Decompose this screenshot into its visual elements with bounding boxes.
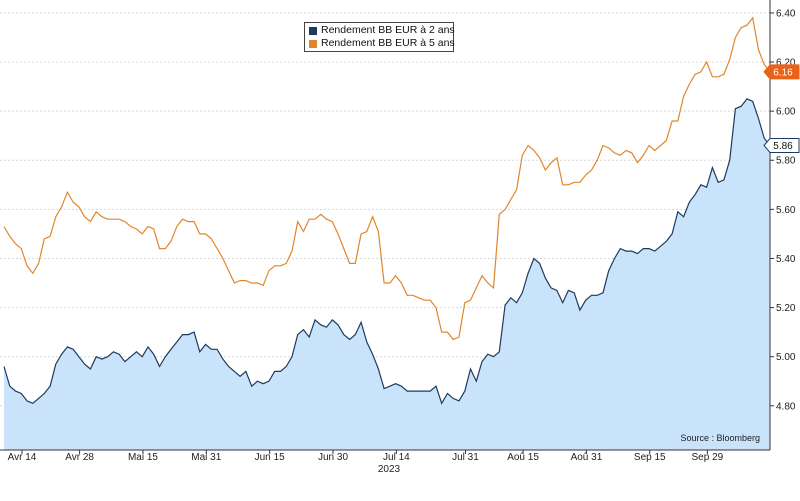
last-value-label-5y: 6.16 — [773, 67, 793, 78]
legend: Rendement BB EUR à 2 ans Rendement BB EU… — [304, 22, 455, 52]
y-tick-label: 5.00 — [776, 352, 796, 363]
x-tick-label: Mai 31 — [191, 452, 221, 463]
last-value-label-2y: 5.86 — [773, 141, 793, 152]
area-fill-2y — [4, 98, 770, 451]
x-tick-label: Mai 15 — [128, 452, 158, 463]
y-tick-label: 6.40 — [776, 8, 796, 19]
series-line-5y — [3, 16, 771, 341]
y-tick-label: 6.20 — [776, 58, 796, 69]
last-value-badge-5y — [763, 64, 800, 80]
legend-swatch-2y — [309, 26, 317, 35]
x-tick-label: Jul 31 — [452, 452, 479, 463]
legend-swatch-5y — [309, 39, 317, 48]
x-tick-label: Jun 30 — [318, 452, 348, 463]
legend-label-2y: Rendement BB EUR à 2 ans — [321, 24, 455, 36]
x-tick-label: Aoû 15 — [507, 452, 539, 463]
x-tick-label: Avr 14 — [8, 452, 37, 463]
last-value-badge-2y — [763, 138, 800, 154]
x-tick-label: Jul 14 — [383, 452, 410, 463]
y-tick-label: 5.80 — [776, 156, 796, 167]
source-note: Source : Bloomberg — [680, 433, 760, 443]
y-tick-label: 5.60 — [776, 205, 796, 216]
y-tick-label: 5.40 — [776, 254, 796, 265]
year-label: 2023 — [378, 464, 401, 475]
legend-label-5y: Rendement BB EUR à 5 ans — [321, 37, 455, 49]
legend-item-5y: Rendement BB EUR à 5 ans — [309, 37, 455, 50]
y-tick-label: 4.80 — [776, 401, 796, 412]
x-tick-label: Jun 15 — [255, 452, 285, 463]
x-tick-label: Avr 28 — [65, 452, 94, 463]
legend-item-2y: Rendement BB EUR à 2 ans — [309, 24, 455, 37]
x-tick-label: Sep 15 — [634, 452, 666, 463]
series-line-2y — [3, 98, 771, 405]
y-tick-label: 6.00 — [776, 107, 796, 118]
y-tick-label: 5.20 — [776, 303, 796, 314]
x-tick-label: Aoû 31 — [571, 452, 603, 463]
x-tick-label: Sep 29 — [692, 452, 724, 463]
